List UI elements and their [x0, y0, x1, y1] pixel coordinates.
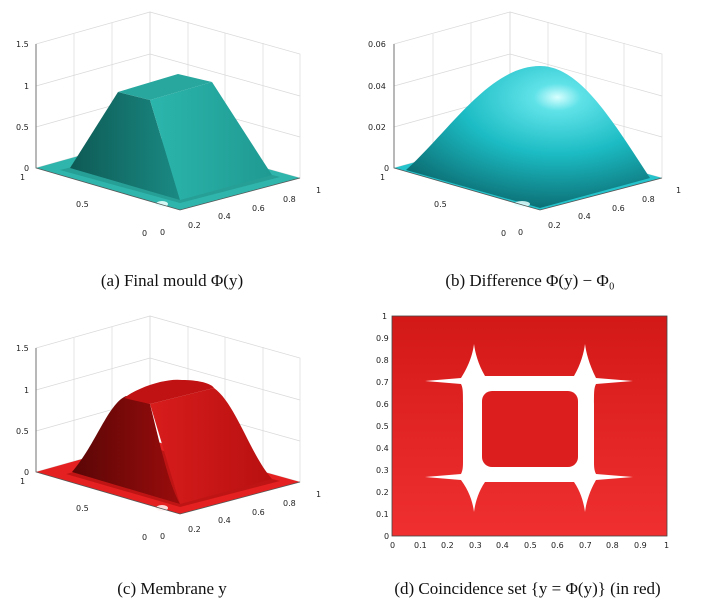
z-tick-label: 1.5 — [16, 344, 29, 353]
x-tick-label: 1 — [664, 541, 669, 550]
panel-d: 1 0.9 0.8 0.7 0.6 0.5 0.4 0.3 0.2 0.1 0 … — [350, 304, 701, 609]
x-tick-label: 0.4 — [218, 516, 231, 525]
x-tick-label: 0 — [518, 228, 523, 237]
inner-coincidence-block — [482, 391, 578, 467]
x-tick-label: 0.4 — [496, 541, 509, 550]
x-tick-label: 1 — [676, 186, 681, 195]
caption-b: (b) Difference Φ(y) − Φ₀ — [445, 271, 615, 290]
z-tick-label: 0 — [24, 468, 29, 477]
caption-a: (a) Final mould Φ(y) — [100, 271, 244, 290]
z-tick-label: 0.02 — [368, 123, 386, 132]
z-tick-label: 1.5 — [16, 40, 29, 49]
y-tick-label: 0 — [142, 229, 147, 238]
y-tick-label: 1 — [20, 477, 25, 486]
surface-top-c — [124, 379, 214, 404]
panel-a: 1.5 1 0.5 0 1 0.5 0 0 0.2 0.4 0.6 0.8 1 … — [0, 0, 350, 300]
panel-c: 1.5 1 0.5 0 1 0.5 0 0 0.2 0.4 0.6 0.8 1 … — [0, 304, 350, 609]
x-tick-label: 0.2 — [441, 541, 454, 550]
caption-c: (c) Membrane y — [117, 579, 227, 598]
x-tick-label: 0.9 — [634, 541, 647, 550]
y-tick-label: 0.5 — [434, 200, 447, 209]
y-tick-label: 0.1 — [376, 510, 389, 519]
z-tick-label: 0.06 — [368, 40, 386, 49]
surface-dome-b — [406, 66, 650, 208]
surface-side-left-a — [70, 92, 180, 200]
x-tick-label: 0.3 — [469, 541, 482, 550]
x-tick-label: 0.1 — [414, 541, 427, 550]
x-tick-label: 0.6 — [252, 204, 265, 213]
y-tick-label: 1 — [382, 312, 387, 321]
caption-d: (d) Coincidence set {y = Φ(y)} (in red) — [394, 579, 661, 598]
z-tick-label: 0.5 — [16, 123, 29, 132]
surface-plot-c: 1.5 1 0.5 0 1 0.5 0 0 0.2 0.4 0.6 0.8 1 — [16, 315, 321, 542]
y-tick-label: 0.5 — [76, 200, 89, 209]
surface-side-left-c — [72, 396, 180, 504]
surface-side-right-c — [150, 388, 272, 504]
x-tick-label: 0.5 — [524, 541, 537, 550]
y-tick-label: 1 — [20, 173, 25, 182]
panel-b: 0.06 0.04 0.02 0 1 0.5 0 0 0.2 0.4 0.6 0… — [350, 0, 701, 300]
x-tick-label: 1 — [316, 186, 321, 195]
x-tick-label: 0 — [160, 228, 165, 237]
y-tick-label: 0.6 — [376, 400, 389, 409]
x-tick-label: 0.8 — [642, 195, 655, 204]
x-tick-label: 0 — [390, 541, 395, 550]
x-tick-label: 0.2 — [548, 221, 561, 230]
y-tick-label: 0.5 — [376, 422, 389, 431]
z-tick-label: 0 — [384, 164, 389, 173]
coincidence-plot-d: 1 0.9 0.8 0.7 0.6 0.5 0.4 0.3 0.2 0.1 0 … — [376, 312, 669, 550]
y-tick-label: 0.9 — [376, 334, 389, 343]
surface-side-right-a — [150, 82, 272, 200]
x-tick-label: 0.6 — [252, 508, 265, 517]
y-tick-label: 0.4 — [376, 444, 389, 453]
y-tick-label: 0.3 — [376, 466, 389, 475]
x-tick-label: 0.6 — [612, 204, 625, 213]
x-tick-label: 0.7 — [579, 541, 592, 550]
surface-plot-a: 1.5 1 0.5 0 1 0.5 0 0 0.2 0.4 0.6 0.8 1 — [16, 11, 321, 238]
x-tick-label: 0.4 — [578, 212, 591, 221]
z-tick-label: 0 — [24, 164, 29, 173]
x-tick-label: 0.8 — [606, 541, 619, 550]
z-tick-label: 0.5 — [16, 427, 29, 436]
x-tick-label: 0 — [160, 532, 165, 541]
z-tick-label: 1 — [24, 386, 29, 395]
y-tick-label: 1 — [380, 173, 385, 182]
y-tick-label: 0.2 — [376, 488, 389, 497]
x-tick-label: 0.2 — [188, 525, 201, 534]
x-tick-label: 0.2 — [188, 221, 201, 230]
surface-plot-b: 0.06 0.04 0.02 0 1 0.5 0 0 0.2 0.4 0.6 0… — [368, 11, 681, 238]
y-tick-label: 0.8 — [376, 356, 389, 365]
y-tick-label: 0 — [501, 229, 506, 238]
y-tick-label: 0 — [384, 532, 389, 541]
x-tick-label: 0.6 — [551, 541, 564, 550]
z-tick-label: 1 — [24, 82, 29, 91]
x-tick-label: 0.8 — [283, 499, 296, 508]
y-tick-label: 0.7 — [376, 378, 389, 387]
x-tick-label: 0.8 — [283, 195, 296, 204]
x-tick-label: 1 — [316, 490, 321, 499]
y-tick-label: 0 — [142, 533, 147, 542]
y-tick-label: 0.5 — [76, 504, 89, 513]
x-tick-label: 0.4 — [218, 212, 231, 221]
surface-top-a — [118, 74, 212, 100]
z-tick-label: 0.04 — [368, 82, 386, 91]
